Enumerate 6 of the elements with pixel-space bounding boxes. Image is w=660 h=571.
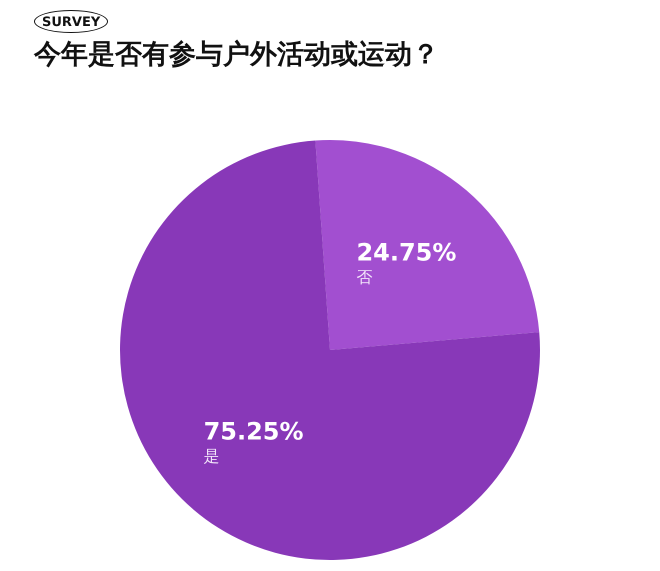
chart-title: 今年是否有参与户外活动或运动？ [34,38,439,72]
slice-label: 否 [356,268,372,287]
slice-label: 是 [204,446,220,466]
text: SURVEY [42,15,100,30]
data-label: 24.75% [356,238,456,267]
data-label: 75.25% [204,417,304,446]
